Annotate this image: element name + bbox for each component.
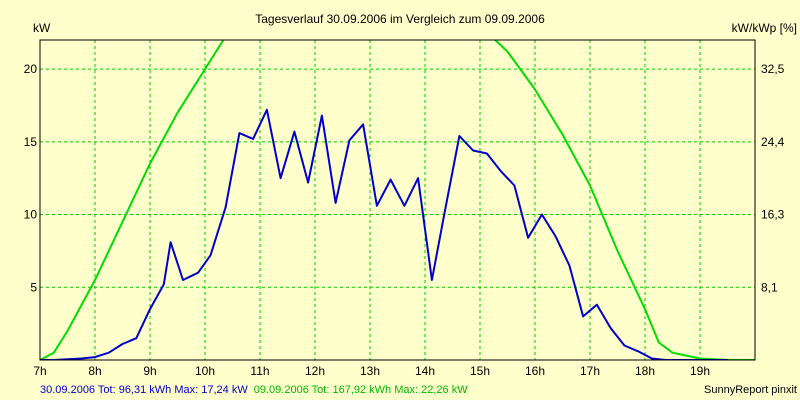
x-tick-label: 8h bbox=[88, 364, 101, 378]
legend: 30.09.2006 Tot: 96,31 kWh Max: 17,24 kW … bbox=[40, 384, 468, 396]
y-tick-label-right: 24,4 bbox=[761, 135, 785, 149]
x-tick-label: 7h bbox=[33, 364, 46, 378]
x-tick-label: 18h bbox=[635, 364, 655, 378]
x-tick-label: 9h bbox=[143, 364, 156, 378]
x-tick-label: 12h bbox=[305, 364, 325, 378]
legend-series-1: 30.09.2006 Tot: 96,31 kWh Max: 17,24 kW bbox=[40, 384, 248, 396]
credit-label: SunnyReport pinxit bbox=[704, 384, 797, 396]
chart-title: Tagesverlauf 30.09.2006 im Vergleich zum… bbox=[255, 12, 545, 26]
x-tick-label: 10h bbox=[195, 364, 215, 378]
x-tick-label: 19h bbox=[690, 364, 710, 378]
plot-frame bbox=[39, 39, 756, 361]
x-tick-label: 13h bbox=[360, 364, 380, 378]
y-tick-label-right: 16,3 bbox=[761, 208, 785, 222]
x-tick-label: 14h bbox=[415, 364, 435, 378]
y-tick-label-right: 32,5 bbox=[761, 62, 785, 76]
y-tick-label-right: 8,1 bbox=[761, 280, 778, 294]
y-tick-label-left: 5 bbox=[30, 280, 37, 294]
y-axis-left-label: kW bbox=[33, 21, 51, 35]
y-axis-ticks: 5 8,1 10 16,3 15 24,4 20 32,5 bbox=[24, 62, 785, 294]
y-tick-label-left: 10 bbox=[24, 208, 38, 222]
x-tick-label: 11h bbox=[250, 364, 269, 378]
series-line-1 bbox=[40, 108, 728, 360]
x-tick-label: 17h bbox=[580, 364, 600, 378]
y-axis-right-label: kW/kWp [%] bbox=[732, 21, 797, 35]
x-tick-label: 16h bbox=[525, 364, 545, 378]
legend-series-2: 09.09.2006 Tot: 167,92 kWh Max: 22,26 kW bbox=[254, 384, 468, 396]
x-tick-label: 15h bbox=[470, 364, 490, 378]
x-axis-ticks: 7h 8h 9h 10h 11h 12h 13h 14h 15h 16h 17h 18h 19h bbox=[33, 364, 710, 378]
grid-lines bbox=[40, 40, 755, 360]
series-layer bbox=[40, 40, 755, 360]
series-line-2 bbox=[40, 40, 755, 360]
y-tick-label-left: 20 bbox=[24, 62, 38, 76]
plot-area bbox=[40, 40, 755, 360]
y-tick-label-left: 15 bbox=[24, 135, 38, 149]
